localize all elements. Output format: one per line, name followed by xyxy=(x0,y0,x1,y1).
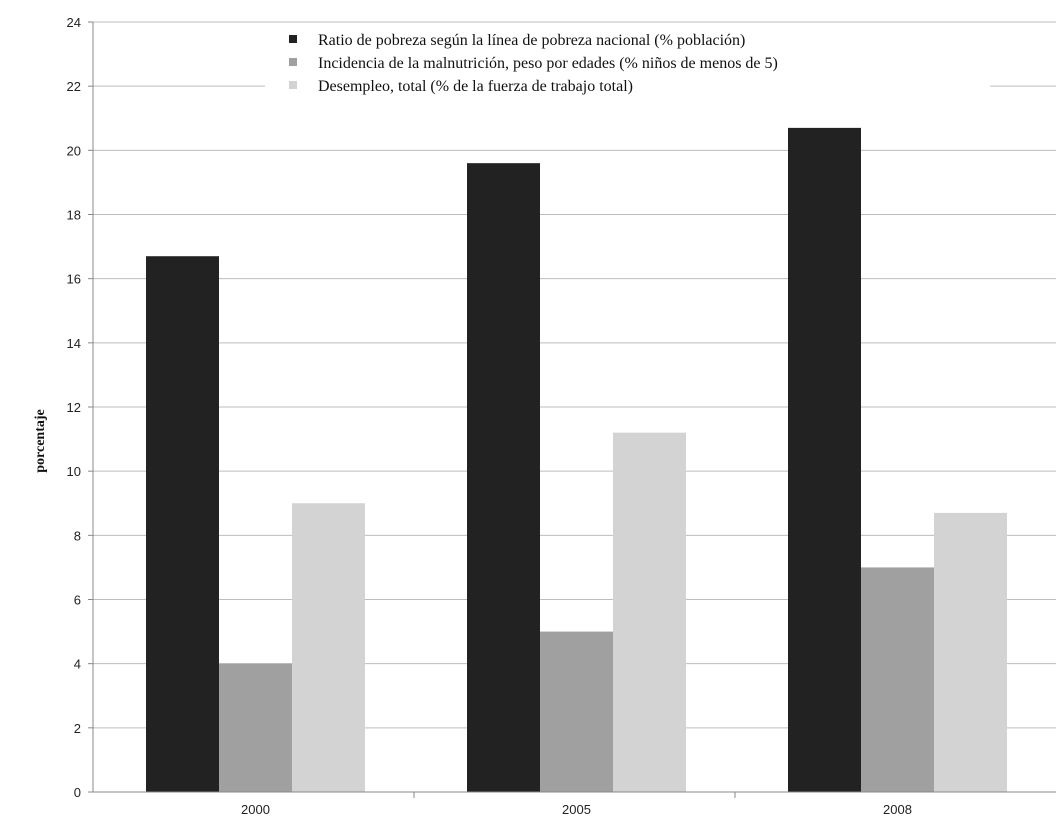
y-tick-label: 12 xyxy=(67,400,81,415)
y-tick-label: 8 xyxy=(74,528,81,543)
legend-swatch xyxy=(289,58,297,66)
y-tick-label: 2 xyxy=(74,721,81,736)
y-tick-label: 14 xyxy=(67,336,81,351)
x-category-label: 2005 xyxy=(562,802,591,817)
bar-2005-series-3 xyxy=(613,432,686,792)
legend-background xyxy=(265,26,990,104)
x-category-label: 2008 xyxy=(883,802,912,817)
y-tick-label: 18 xyxy=(67,208,81,223)
bar-2005-series-1 xyxy=(467,163,540,792)
legend-swatch xyxy=(289,35,297,43)
legend-entry: Desempleo, total (% de la fuerza de trab… xyxy=(318,78,633,95)
bar-2000-series-2 xyxy=(219,663,292,792)
legend-swatch xyxy=(289,81,297,89)
bar-2008-series-1 xyxy=(788,127,861,792)
legend-entry: Ratio de pobreza según la línea de pobre… xyxy=(318,32,745,49)
y-tick-label: 6 xyxy=(74,593,81,608)
legend: Ratio de pobreza según la línea de pobre… xyxy=(265,26,990,104)
x-category-label: 2000 xyxy=(241,802,270,817)
bar-2005-series-2 xyxy=(540,631,613,792)
bar-2000-series-1 xyxy=(146,256,219,792)
bar-2008-series-2 xyxy=(861,567,934,792)
y-tick-label: 16 xyxy=(67,272,81,287)
y-tick-label: 22 xyxy=(67,79,81,94)
bar-2000-series-3 xyxy=(292,503,365,792)
y-axis-label: porcentaje xyxy=(33,409,48,473)
y-tick-label: 24 xyxy=(67,15,81,30)
legend-entry: Incidencia de la malnutrición, peso por … xyxy=(318,55,778,72)
bar-layer xyxy=(146,127,1007,792)
y-tick-label: 0 xyxy=(74,785,81,800)
y-tick-label: 20 xyxy=(67,143,81,158)
y-tick-label: 4 xyxy=(74,657,81,672)
y-tick-label: 10 xyxy=(67,464,81,479)
bar-2008-series-3 xyxy=(934,512,1007,792)
